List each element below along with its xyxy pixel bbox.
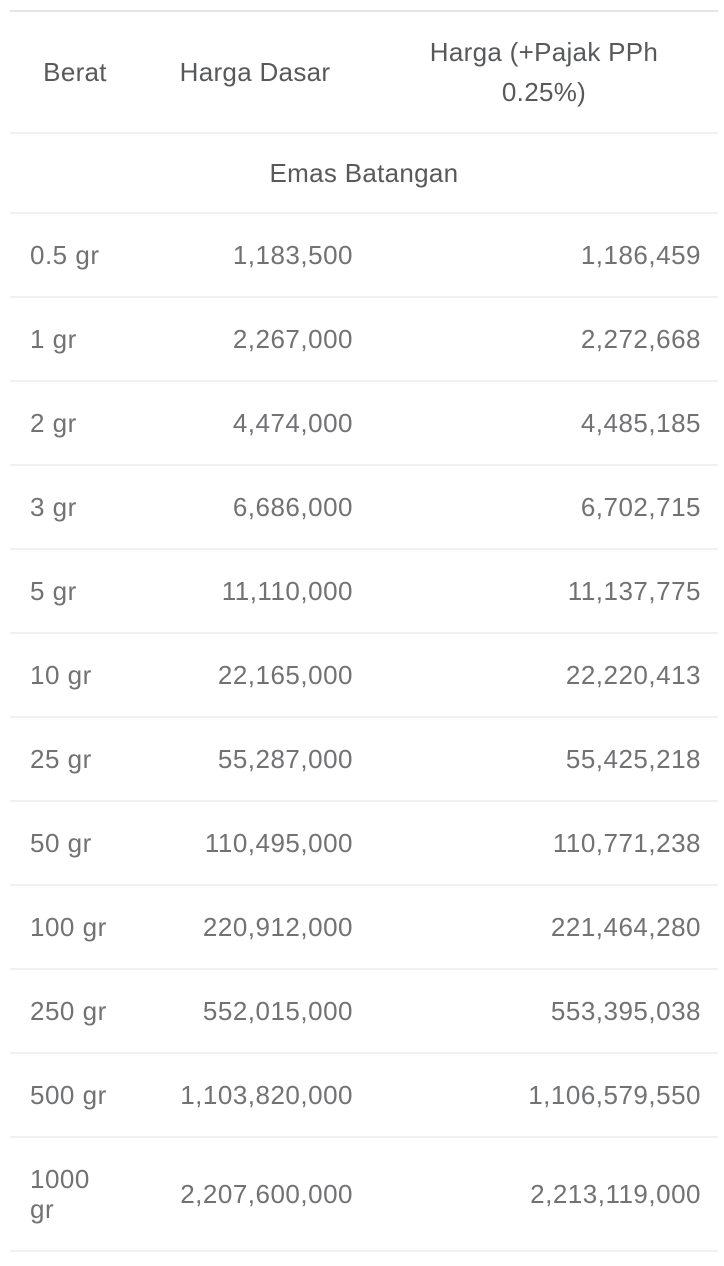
cell-harga-pajak: 553,395,038 <box>550 996 701 1026</box>
cell-berat: 100 gr <box>30 912 107 942</box>
cell-harga-pajak: 6,702,715 <box>580 492 701 522</box>
table-row: 25 gr 55,287,000 55,425,218 <box>10 717 718 801</box>
cell-harga-pajak: 2,213,119,000 <box>530 1179 701 1209</box>
col-header-harga-pajak-label: Harga (+Pajak PPh 0.25%) <box>429 37 659 107</box>
cell-harga-pajak: 1,186,459 <box>580 240 701 270</box>
table-row: 100 gr 220,912,000 221,464,280 <box>10 885 718 969</box>
section-row: Emas Batangan <box>10 133 718 213</box>
cell-berat: 1 gr <box>30 324 77 354</box>
cell-berat: 3 gr <box>30 492 77 522</box>
cell-berat: 1000 gr <box>30 1164 90 1224</box>
cell-berat: 500 gr <box>30 1080 107 1110</box>
table-row: 10 gr 22,165,000 22,220,413 <box>10 633 718 717</box>
table-header-row: Berat Harga Dasar Harga (+Pajak PPh 0.25… <box>10 11 718 133</box>
table-row: 1 gr 2,267,000 2,272,668 <box>10 297 718 381</box>
cell-harga-dasar: 22,165,000 <box>217 660 353 690</box>
cell-harga-pajak: 22,220,413 <box>565 660 701 690</box>
cell-harga-pajak: 11,137,775 <box>567 576 701 606</box>
table-row: 1000 gr 2,207,600,000 2,213,119,000 <box>10 1137 718 1251</box>
cell-berat: 25 gr <box>30 744 92 774</box>
cell-harga-dasar: 11,110,000 <box>221 576 353 606</box>
cell-berat: 250 gr <box>30 996 107 1026</box>
table-row: 3 gr 6,686,000 6,702,715 <box>10 465 718 549</box>
cell-harga-dasar: 2,267,000 <box>232 324 353 354</box>
col-header-harga-dasar: Harga Dasar <box>179 57 331 87</box>
table-row: 500 gr 1,103,820,000 1,106,579,550 <box>10 1053 718 1137</box>
cell-harga-dasar: 110,495,000 <box>204 828 353 858</box>
cell-harga-dasar: 552,015,000 <box>202 996 353 1026</box>
cell-harga-dasar: 1,103,820,000 <box>180 1080 353 1110</box>
cell-harga-dasar: 6,686,000 <box>232 492 353 522</box>
col-header-harga-pajak: Harga (+Pajak PPh 0.25%) <box>370 11 718 133</box>
table-row: 5 gr 11,110,000 11,137,775 <box>10 549 718 633</box>
cell-harga-dasar: 2,207,600,000 <box>180 1179 353 1209</box>
table-row: 0.5 gr 1,183,500 1,186,459 <box>10 213 718 297</box>
table-body: Emas Batangan 0.5 gr 1,183,500 1,186,459 1 … <box>10 133 718 1251</box>
gold-price-table: Berat Harga Dasar Harga (+Pajak PPh 0.25… <box>10 10 718 1252</box>
cell-berat: 10 gr <box>30 660 92 690</box>
cell-harga-pajak: 55,425,218 <box>565 744 701 774</box>
cell-berat: 50 gr <box>30 828 92 858</box>
section-title: Emas Batangan <box>269 158 459 188</box>
table-row: 50 gr 110,495,000 110,771,238 <box>10 801 718 885</box>
cell-harga-dasar: 4,474,000 <box>232 408 353 438</box>
cell-berat: 2 gr <box>30 408 77 438</box>
cell-berat: 0.5 gr <box>30 240 100 270</box>
cell-harga-pajak: 221,464,280 <box>550 912 701 942</box>
cell-harga-pajak: 110,771,238 <box>552 828 701 858</box>
cell-berat: 5 gr <box>30 576 77 606</box>
table-row: 250 gr 552,015,000 553,395,038 <box>10 969 718 1053</box>
cell-harga-pajak: 1,106,579,550 <box>528 1080 701 1110</box>
cell-harga-dasar: 220,912,000 <box>202 912 353 942</box>
col-header-berat: Berat <box>43 57 107 87</box>
table-row: 2 gr 4,474,000 4,485,185 <box>10 381 718 465</box>
cell-harga-pajak: 4,485,185 <box>580 408 701 438</box>
cell-harga-dasar: 1,183,500 <box>232 240 353 270</box>
cell-harga-pajak: 2,272,668 <box>580 324 701 354</box>
cell-harga-dasar: 55,287,000 <box>217 744 353 774</box>
